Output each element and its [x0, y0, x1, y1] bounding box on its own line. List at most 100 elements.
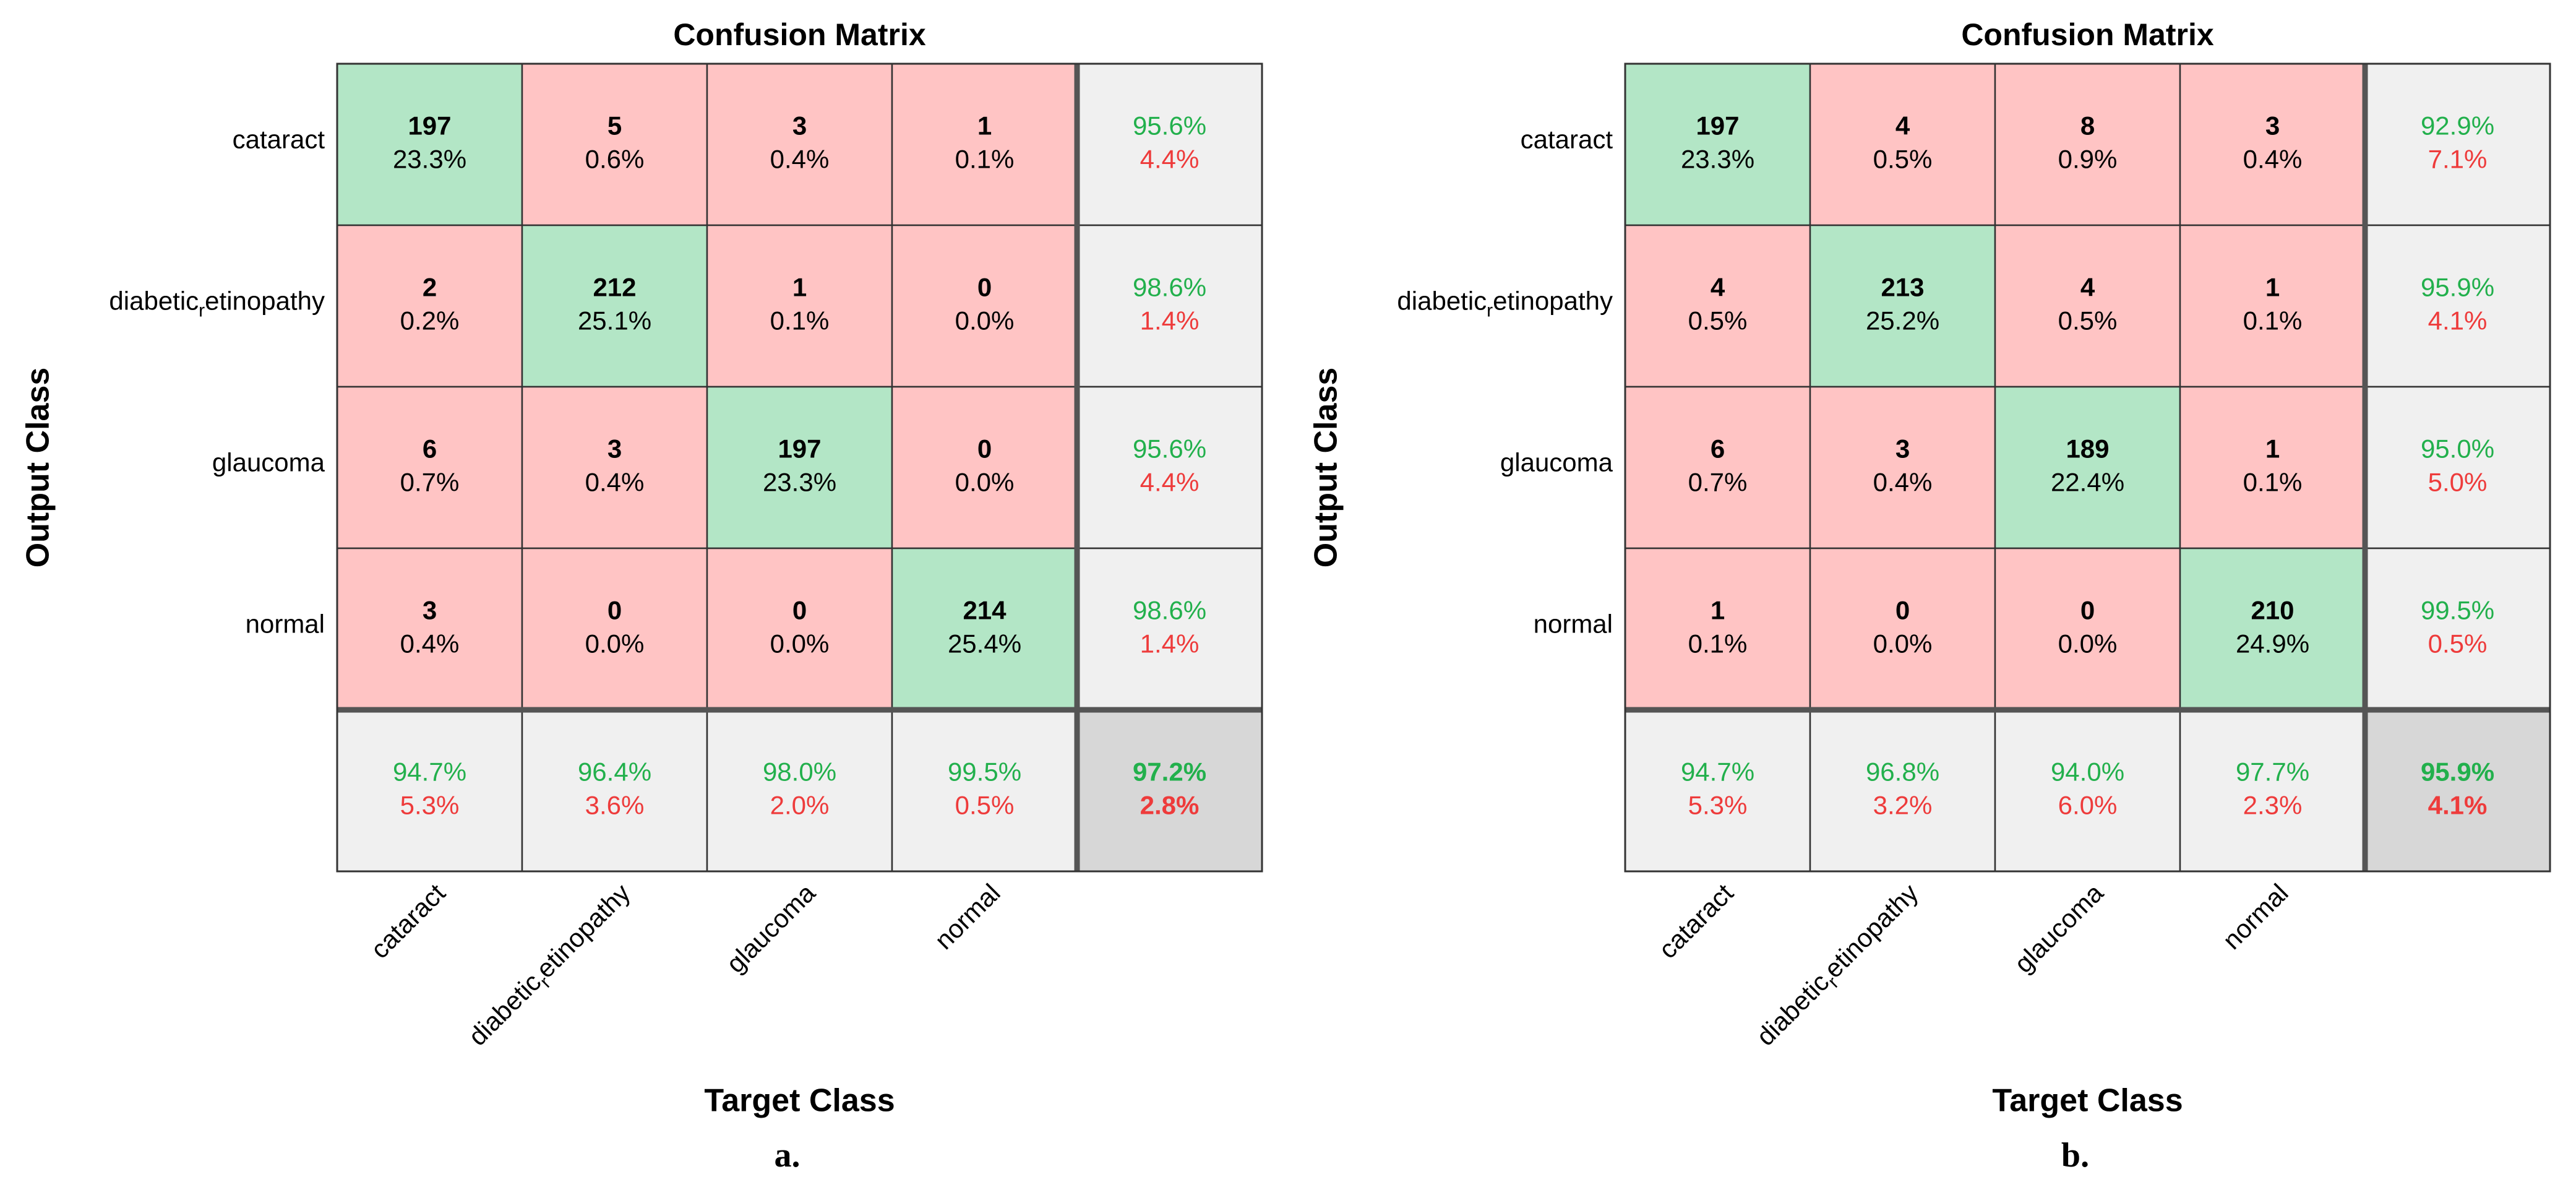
row-tick-label: normal [246, 610, 325, 639]
summary-correct-rate: 95.6% [1133, 111, 1206, 140]
cell-count: 3 [1896, 434, 1910, 464]
cell-count: 212 [593, 273, 636, 302]
cell-percent: 0.1% [2243, 468, 2303, 497]
matrix-cell [891, 386, 1078, 550]
matrix-cell [891, 547, 1078, 711]
col-tick-label: glaucoma [2009, 878, 2109, 978]
row-tick-label: glaucoma [1500, 448, 1613, 477]
cell-count: 3 [2265, 111, 2280, 140]
cell-count: 4 [2080, 273, 2095, 302]
row-summary-cell [2364, 224, 2551, 388]
summary-correct-rate: 96.8% [1866, 757, 1939, 787]
cell-count: 4 [1711, 273, 1725, 302]
cell-count: 0 [977, 273, 992, 302]
cell-count: 1 [977, 111, 992, 140]
matrix-cell [336, 63, 523, 226]
row-summary-cell [1076, 386, 1263, 550]
summary-error-rate: 5.3% [1688, 791, 1748, 820]
summary-correct-rate: 99.5% [2421, 596, 2494, 625]
summary-correct-rate: 95.0% [2421, 434, 2494, 464]
cell-count: 1 [792, 273, 807, 302]
matrix-cell [2179, 547, 2366, 711]
cell-count: 0 [1896, 596, 1910, 625]
matrix-cell [1994, 386, 2181, 550]
cell-percent: 25.4% [948, 629, 1021, 658]
matrix-cell [336, 224, 523, 388]
cell-percent: 0.0% [770, 629, 830, 658]
matrix-cell [2179, 63, 2366, 226]
summary-correct-rate: 96.4% [578, 757, 651, 787]
cell-percent: 0.5% [1873, 145, 1933, 174]
cell-percent: 0.5% [2058, 306, 2118, 335]
summary-error-rate: 3.6% [585, 791, 645, 820]
matrix-cell [1994, 224, 2181, 388]
cell-percent: 24.9% [2236, 629, 2309, 658]
summary-correct-rate: 95.6% [1133, 434, 1206, 464]
cell-percent: 25.1% [578, 306, 651, 335]
cell-count: 197 [1696, 111, 1739, 140]
chart-title: Confusion Matrix [1961, 17, 2214, 52]
col-summary-cell [1994, 709, 2181, 873]
matrix-cell [2179, 386, 2366, 550]
cell-percent: 23.3% [393, 145, 466, 174]
summary-correct-rate: 97.7% [2236, 757, 2309, 787]
cell-count: 1 [2265, 434, 2280, 464]
cell-percent: 23.3% [1681, 145, 1754, 174]
figure-caption: a. [775, 1136, 801, 1175]
summary-correct-rate: 94.0% [2051, 757, 2124, 787]
summary-correct-rate: 97.2% [1133, 757, 1206, 787]
row-summary-cell [1076, 63, 1263, 226]
confusion-matrix-b: Confusion Matrix 197 23.3% 4 0.5% 8 0.9% 3 0.4% 9… [1308, 17, 2551, 1175]
cell-count: 189 [2066, 434, 2109, 464]
col-tick-label: normal [929, 878, 1006, 955]
cell-count: 0 [977, 434, 992, 464]
matrix-cell [1994, 63, 2181, 226]
y-axis-label: Output Class [20, 368, 56, 568]
summary-correct-rate: 94.7% [1681, 757, 1754, 787]
summary-correct-rate: 95.9% [2421, 757, 2494, 787]
summary-error-rate: 5.0% [2428, 468, 2488, 497]
matrix-cell [1809, 547, 1996, 711]
summary-error-rate: 2.8% [1140, 791, 1200, 820]
matrix-cell [521, 547, 708, 711]
col-summary-cell [336, 709, 523, 873]
cell-percent: 0.4% [585, 468, 645, 497]
col-summary-cell [1624, 709, 1811, 873]
confusion-matrix-a: Confusion Matrix 197 23.3% 5 0.6% 3 0.4% 1 0.1% 9… [20, 17, 1263, 1175]
cell-percent: 0.1% [2243, 306, 2303, 335]
summary-error-rate: 4.4% [1140, 145, 1200, 174]
overall-summary-cell [1076, 709, 1263, 873]
cell-count: 4 [1896, 111, 1910, 140]
col-summary-cell [1809, 709, 1996, 873]
matrix-border [336, 63, 1263, 873]
cell-percent: 0.7% [1688, 468, 1748, 497]
summary-error-rate: 0.5% [955, 791, 1015, 820]
matrix-cell [1994, 547, 2181, 711]
cell-percent: 0.9% [2058, 145, 2118, 174]
matrix-cell [1809, 386, 1996, 550]
summary-error-rate: 2.3% [2243, 791, 2303, 820]
col-tick-label: glaucoma [721, 878, 821, 978]
summary-correct-rate: 99.5% [948, 757, 1021, 787]
col-tick-label: diabeticretinopathy [1751, 878, 1928, 1055]
matrix-cell [1624, 63, 1811, 226]
matrix-border [1624, 63, 2551, 873]
cell-count: 6 [1711, 434, 1725, 464]
cell-percent: 0.4% [2243, 145, 2303, 174]
cell-percent: 0.1% [955, 145, 1015, 174]
cell-percent: 0.0% [955, 468, 1015, 497]
summary-correct-rate: 98.0% [763, 757, 836, 787]
row-tick-label: glaucoma [212, 448, 325, 477]
cell-percent: 0.2% [400, 306, 460, 335]
matrix-cell [891, 63, 1078, 226]
y-axis-label: Output Class [1308, 368, 1344, 568]
row-summary-cell [1076, 547, 1263, 711]
cell-count: 3 [608, 434, 622, 464]
cell-percent: 0.4% [1873, 468, 1933, 497]
cell-percent: 23.3% [763, 468, 836, 497]
cell-percent: 0.6% [585, 145, 645, 174]
cell-percent: 0.0% [1873, 629, 1933, 658]
summary-correct-rate: 95.9% [2421, 273, 2494, 302]
summary-error-rate: 2.0% [770, 791, 830, 820]
matrix-cell [521, 63, 708, 226]
